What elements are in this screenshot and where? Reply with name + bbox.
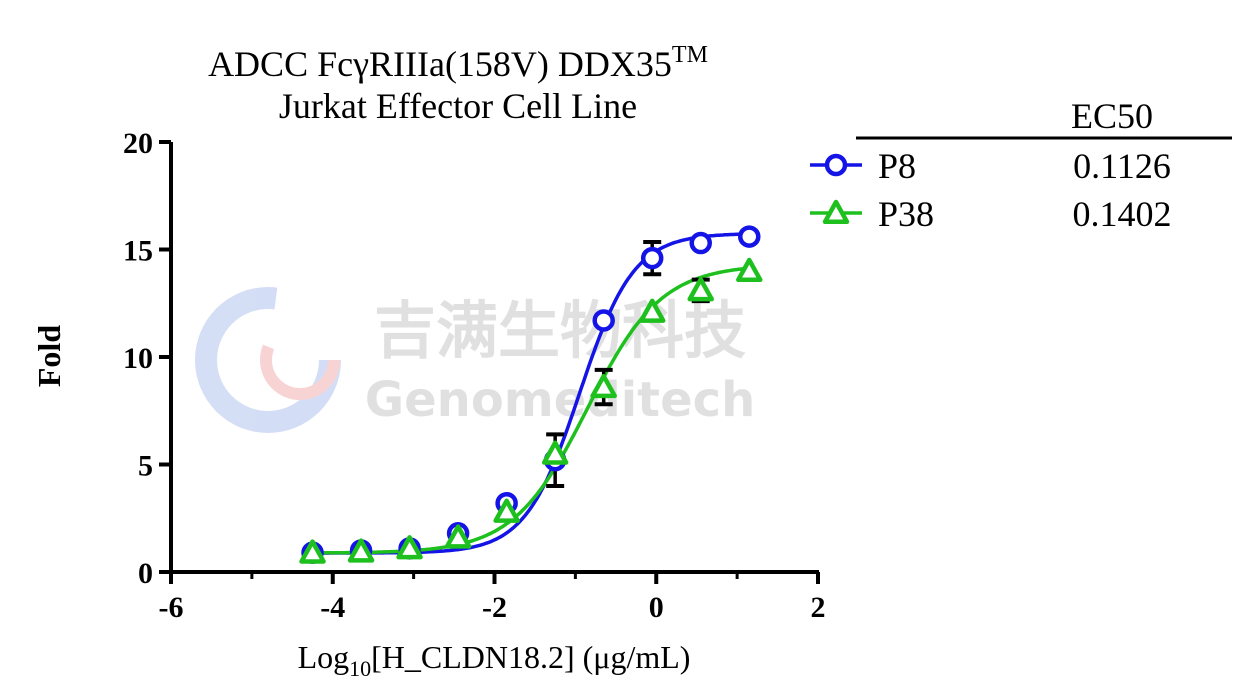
x-axis-label-subscript: 10 — [349, 656, 371, 681]
data-point-p38 — [638, 298, 666, 323]
data-point-p8 — [640, 246, 664, 270]
x-tick-label: -2 — [482, 591, 507, 624]
x-axis-label-prefix: Log — [298, 639, 350, 675]
fit-curve-p38 — [308, 265, 754, 555]
data-point-p8 — [592, 309, 615, 332]
chart-title-main: ADCC FcγRIIIa(158V) DDX35 — [208, 44, 672, 84]
y-tick-label: 15 — [123, 235, 153, 268]
x-axis-label-suffix: [H_CLDN18.2] (μg/mL) — [371, 639, 690, 675]
data-points — [299, 225, 763, 564]
x-tick-label: -4 — [320, 591, 345, 624]
data-point-p38 — [396, 535, 423, 560]
data-point-p38 — [541, 440, 569, 465]
watermark-en: Genomeditech — [365, 372, 756, 428]
y-tick-label: 10 — [123, 342, 153, 375]
x-tick-label: -6 — [159, 591, 184, 624]
legend-label-p38: P38 — [878, 194, 934, 234]
watermark: 吉满生物科技 Genomeditech — [195, 287, 756, 433]
data-point-p8 — [689, 231, 712, 255]
watermark-cn: 吉满生物科技 — [374, 294, 746, 367]
legend-marker-p38 — [822, 199, 850, 225]
chart-title-line1: ADCC FcγRIIIa(158V) DDX35TM — [208, 42, 708, 84]
legend: EC50 P8 0.1126 P38 0.1402 — [810, 96, 1232, 234]
data-point-p38 — [590, 373, 617, 399]
y-tick-label: 5 — [138, 450, 153, 483]
legend-header-ec50: EC50 — [1071, 96, 1153, 136]
data-point-p38 — [299, 539, 326, 564]
x-tick-label: 2 — [811, 591, 826, 624]
chart-title-line2: Jurkat Effector Cell Line — [279, 86, 637, 126]
data-point-p38 — [736, 257, 763, 283]
y-axis-label: Fold — [31, 325, 67, 387]
legend-marker-p8 — [824, 153, 848, 177]
chart-title-superscript: TM — [672, 42, 708, 68]
data-point-p38 — [493, 498, 520, 523]
data-point-p8 — [738, 225, 761, 248]
data-point-p38 — [687, 277, 714, 302]
x-axis-label: Log10[H_CLDN18.2] (μg/mL) — [298, 639, 691, 681]
data-point-p38 — [347, 538, 375, 563]
fit-curves — [308, 232, 754, 555]
legend-ec50-p8: 0.1126 — [1073, 146, 1171, 186]
x-tick-label: 0 — [649, 591, 664, 624]
watermark-logo-icon — [195, 287, 341, 433]
data-point-p38 — [444, 524, 472, 549]
y-tick-label: 0 — [138, 557, 153, 590]
legend-ec50-p38: 0.1402 — [1073, 194, 1172, 234]
y-tick-label: 20 — [123, 127, 153, 160]
legend-label-p8: P8 — [878, 146, 916, 186]
watermark-logo-inner-icon — [260, 320, 340, 400]
